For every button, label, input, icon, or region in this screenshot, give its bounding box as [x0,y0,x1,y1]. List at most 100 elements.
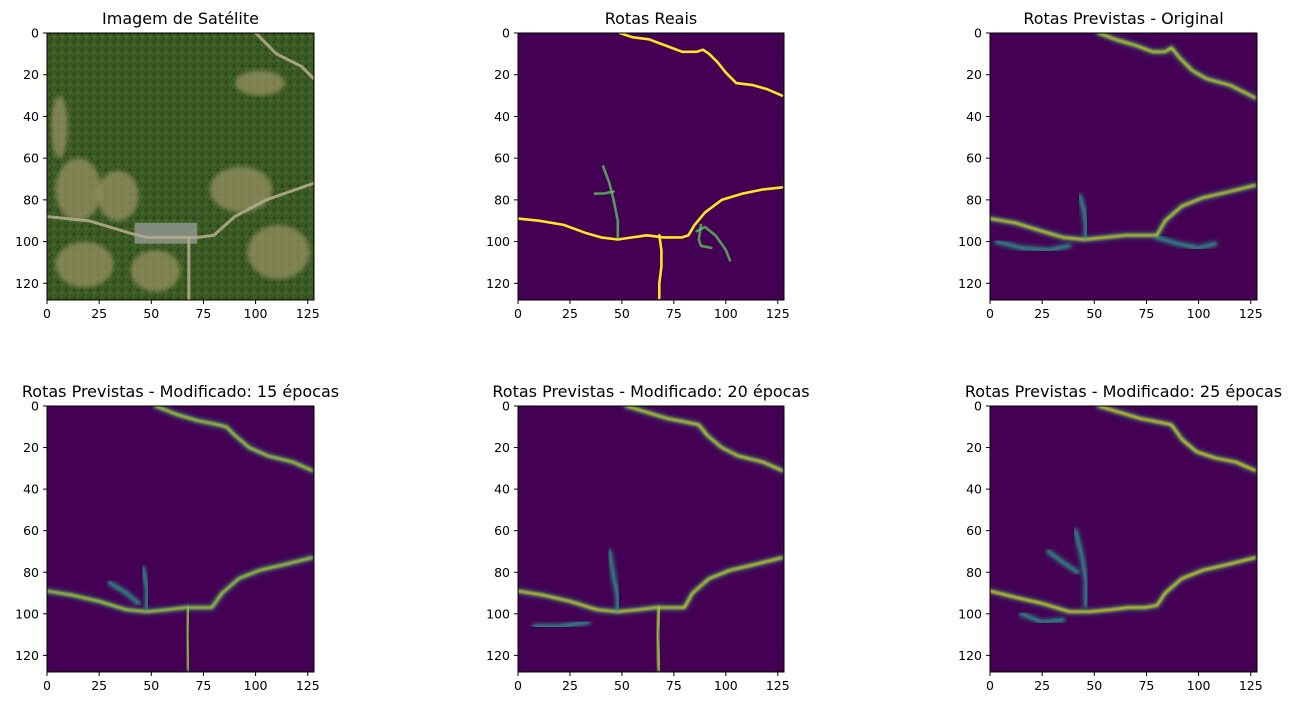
x-tick-label: 125 [1239,306,1263,321]
route-line [1155,236,1217,250]
soil-patch [130,249,181,292]
chart-title: Rotas Previstas - Modificado: 20 épocas [492,382,809,401]
panel-predicted-20: Rotas Previstas - Modificado: 20 épocas0… [486,382,809,693]
route-line [990,184,1257,241]
y-tick-label: 120 [486,276,510,291]
chart-title: Rotas Previstas - Modificado: 25 épocas [965,382,1282,401]
y-tick-label: 120 [15,276,39,291]
chart-title: Rotas Previstas - Modificado: 15 épocas [22,382,339,401]
x-tick-label: 25 [1034,678,1050,693]
y-tick-label: 60 [966,523,982,538]
road [254,33,314,80]
y-tick-label: 80 [23,192,39,207]
soil-patch [55,158,102,221]
y-tick-label: 0 [974,26,982,41]
y-tick-label: 0 [502,399,510,414]
route-line [697,223,713,250]
y-tick-label: 20 [966,440,982,455]
x-tick-label: 25 [562,678,578,693]
chart-title: Rotas Previstas - Original [1023,9,1223,28]
x-tick-label: 75 [666,678,682,693]
x-tick-label: 75 [1138,306,1154,321]
x-tick-label: 75 [666,306,682,321]
soil-patch [97,170,139,221]
y-tick-label: 60 [23,151,39,166]
y-tick-label: 0 [974,399,982,414]
panel-predicted-original: Rotas Previstas - Original 0 25 50 75 100 125 0… [958,9,1263,321]
x-tick-label: 100 [244,306,268,321]
y-tick-label: 100 [486,606,510,621]
y-tick-label: 20 [494,67,510,82]
y-tick-label: 120 [15,648,39,663]
x-tick-label: 0 [43,678,51,693]
route-line [995,240,1071,252]
panel-satellite: Imagem de Satélite 0 25 50 75 100 125 0 20 40 60 80… [15,9,320,321]
route-line [601,165,620,239]
y-tick-label: 40 [23,482,39,497]
y-tick-label: 20 [966,67,982,82]
panel-predicted-15: Rotas Previstas - Modificado: 15 épocas0… [15,382,339,693]
x-tick-label: 50 [143,678,159,693]
y-tick-label: 100 [15,234,39,249]
x-tick-label: 0 [514,678,522,693]
x-tick-label: 75 [1138,678,1154,693]
route-line [593,190,615,195]
route-line [518,556,784,613]
x-tick-label: 25 [91,306,107,321]
x-tick-label: 0 [986,678,994,693]
route-line [518,186,784,241]
y-tick-label: 20 [494,440,510,455]
plot-area [518,33,784,300]
y-tick-label: 100 [486,234,510,249]
y-tick-label: 60 [23,523,39,538]
route-line [1020,612,1065,624]
y-tick-label: 80 [23,565,39,580]
x-tick-label: 125 [296,678,320,693]
y-tick-label: 120 [958,648,982,663]
route-line [108,581,141,605]
y-tick-label: 40 [494,109,510,124]
plot-area [47,33,314,300]
chart-title: Imagem de Satélite [102,9,259,28]
route-line [533,620,590,628]
y-tick-label: 40 [494,482,510,497]
y-tick-label: 60 [494,151,510,166]
axes-frame [46,405,315,673]
y-tick-label: 80 [966,565,982,580]
y-tick-label: 120 [958,276,982,291]
plot-area [990,33,1257,300]
x-tick-label: 75 [195,678,211,693]
plot-area [518,406,784,672]
route-line [1078,194,1088,239]
x-tick-label: 100 [1187,678,1211,693]
y-tick-label: 80 [494,565,510,580]
y-tick-label: 20 [23,67,39,82]
x-tick-label: 0 [986,306,994,321]
x-tick-label: 25 [1034,306,1050,321]
x-tick-label: 75 [195,306,211,321]
y-tick-label: 120 [486,648,510,663]
route-line [656,606,661,672]
y-tick-label: 80 [966,192,982,207]
x-tick-label: 125 [296,306,320,321]
x-tick-label: 125 [766,678,790,693]
axes-frame [989,405,1258,673]
heatmap-background [518,406,784,672]
heatmap-background [990,33,1257,300]
x-tick-label: 50 [143,306,159,321]
y-tick-label: 40 [966,109,982,124]
route-line [624,406,784,472]
route-line [1097,33,1257,99]
y-tick-label: 20 [23,440,39,455]
axes-frame [46,32,315,301]
x-tick-label: 50 [1086,678,1102,693]
y-tick-label: 0 [502,26,510,41]
y-tick-label: 100 [958,606,982,621]
axes-frame [517,405,785,673]
x-tick-label: 100 [244,678,268,693]
route-line [1047,550,1079,574]
route-line [618,33,784,97]
x-tick-label: 0 [514,306,522,321]
y-tick-label: 0 [31,399,39,414]
